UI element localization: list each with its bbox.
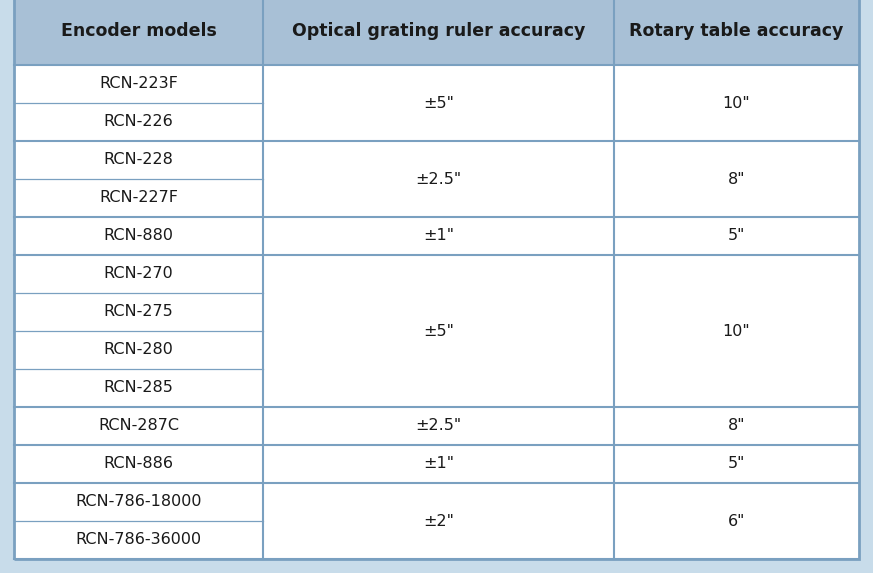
Text: ±2": ±2" [423,513,454,528]
Text: RCN-786-18000: RCN-786-18000 [75,494,202,509]
Text: ±2.5": ±2.5" [416,171,462,186]
Text: RCN-270: RCN-270 [104,266,174,281]
Text: Encoder models: Encoder models [61,22,217,40]
Bar [14,0,859,65]
Text: Rotary table accuracy: Rotary table accuracy [629,22,843,40]
Text: 5": 5" [728,457,746,472]
Text: RCN-275: RCN-275 [104,304,174,320]
Text: 10": 10" [723,324,750,339]
Text: RCN-223F: RCN-223F [100,77,178,92]
Text: RCN-880: RCN-880 [104,229,174,244]
Text: 6": 6" [728,513,746,528]
Text: RCN-228: RCN-228 [104,152,174,167]
Text: RCN-786-36000: RCN-786-36000 [76,532,202,547]
Text: Optical grating ruler accuracy: Optical grating ruler accuracy [292,22,585,40]
Text: RCN-226: RCN-226 [104,115,174,129]
Text: ±1": ±1" [423,457,454,472]
Text: RCN-227F: RCN-227F [100,190,178,206]
Text: RCN-280: RCN-280 [104,343,174,358]
Text: 8": 8" [728,171,746,186]
Text: RCN-886: RCN-886 [104,457,174,472]
Text: ±2.5": ±2.5" [416,418,462,434]
Text: ±5": ±5" [423,324,454,339]
Text: RCN-287C: RCN-287C [98,418,179,434]
Text: RCN-285: RCN-285 [104,380,174,395]
Text: 8": 8" [728,418,746,434]
Text: 5": 5" [728,229,746,244]
Text: ±5": ±5" [423,96,454,111]
Text: 10": 10" [723,96,750,111]
Text: ±1": ±1" [423,229,454,244]
